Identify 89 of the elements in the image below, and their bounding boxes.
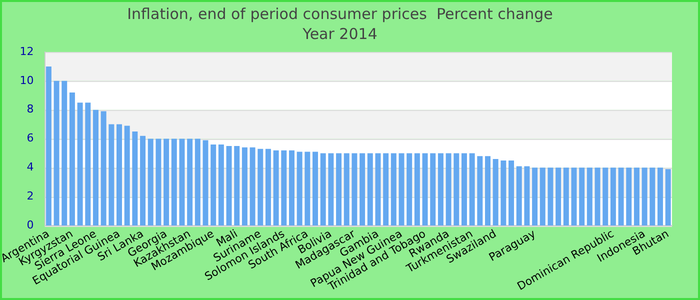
bar xyxy=(100,111,106,226)
bar xyxy=(304,152,310,226)
bar xyxy=(156,138,162,226)
y-tick-label: 6 xyxy=(26,132,34,145)
bar xyxy=(148,138,154,226)
bar xyxy=(258,148,264,226)
bar xyxy=(650,168,656,226)
bar xyxy=(665,169,671,226)
bar xyxy=(563,168,569,226)
bar xyxy=(265,148,271,226)
bar xyxy=(296,152,302,226)
bar xyxy=(492,159,498,226)
bar xyxy=(234,146,240,226)
y-tick-label: 10 xyxy=(20,74,34,87)
bar xyxy=(312,152,318,226)
chart-subtitle: Year 2014 xyxy=(302,24,378,43)
bar xyxy=(524,166,530,226)
bar xyxy=(556,168,562,226)
bar xyxy=(398,153,404,226)
y-tick-label: 4 xyxy=(26,160,34,174)
bar xyxy=(336,153,342,226)
bar xyxy=(571,168,577,226)
bar xyxy=(642,168,648,226)
bar xyxy=(516,166,522,226)
y-tick-label: 2 xyxy=(26,189,34,202)
bar xyxy=(320,153,326,226)
bar xyxy=(586,168,592,226)
bar xyxy=(454,153,460,226)
bar xyxy=(85,102,91,226)
bar xyxy=(194,138,200,226)
y-tick-label: 0 xyxy=(26,218,34,232)
bar xyxy=(210,144,216,226)
bar xyxy=(383,153,389,226)
bar xyxy=(610,168,616,226)
bar xyxy=(500,160,506,226)
bar xyxy=(273,150,279,226)
bar xyxy=(226,146,232,226)
bar xyxy=(360,153,366,226)
bar xyxy=(352,153,358,226)
bar xyxy=(461,153,467,226)
bar xyxy=(430,153,436,226)
chart-title: Inflation, end of period consumer prices Percent change xyxy=(127,4,553,23)
bar xyxy=(634,168,640,226)
bar xyxy=(281,150,287,226)
bar xyxy=(477,156,483,226)
bar xyxy=(171,138,177,226)
bar xyxy=(406,153,412,226)
bar xyxy=(242,147,248,226)
bar xyxy=(618,168,624,226)
bar xyxy=(657,168,663,226)
bar xyxy=(54,80,60,226)
bar xyxy=(250,147,256,226)
bar xyxy=(367,153,373,226)
y-tick-label: 8 xyxy=(26,102,34,116)
bar xyxy=(446,153,452,226)
bar xyxy=(375,153,381,226)
bar xyxy=(46,66,52,226)
bar xyxy=(626,168,632,226)
bar xyxy=(422,153,428,226)
bar xyxy=(164,138,170,226)
bar xyxy=(289,150,294,226)
bar xyxy=(187,138,193,226)
bar xyxy=(124,126,130,226)
bar xyxy=(140,136,146,226)
bar xyxy=(108,124,114,226)
bar xyxy=(202,140,208,226)
bar xyxy=(594,168,600,226)
bar xyxy=(328,153,334,226)
bar xyxy=(532,168,538,226)
bar xyxy=(132,132,138,226)
bar xyxy=(579,168,585,226)
bar xyxy=(218,144,224,226)
bar xyxy=(469,153,475,226)
bar xyxy=(540,168,546,226)
bar xyxy=(69,92,75,226)
bar xyxy=(438,153,444,226)
bar xyxy=(548,168,554,226)
bar xyxy=(62,80,68,226)
bar xyxy=(116,124,122,226)
bar xyxy=(508,160,514,226)
bar xyxy=(77,102,83,226)
bar xyxy=(414,153,420,226)
bar xyxy=(485,156,490,226)
bar xyxy=(602,168,608,226)
bar xyxy=(390,153,396,226)
y-tick-label: 12 xyxy=(20,44,34,58)
bar xyxy=(92,110,98,226)
bar xyxy=(179,138,185,226)
bar xyxy=(344,153,350,226)
